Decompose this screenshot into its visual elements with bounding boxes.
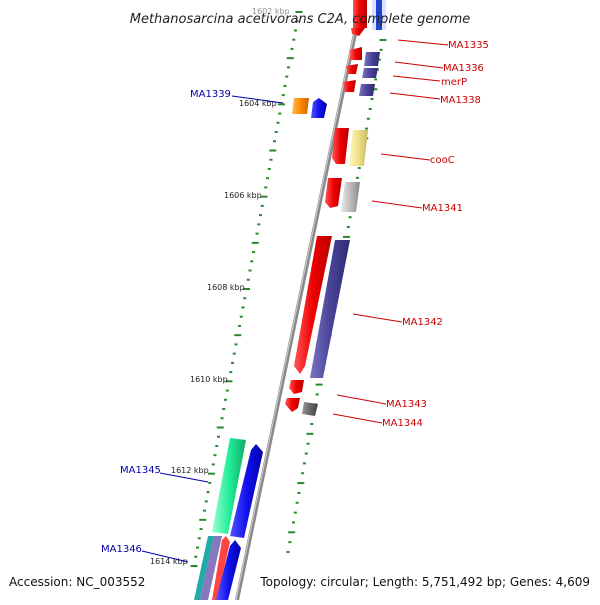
cds-feature[interactable] xyxy=(292,98,309,114)
cds-feature[interactable] xyxy=(294,236,332,374)
gene-label-ma1336[interactable]: MA1336 xyxy=(443,63,484,74)
gene-label-ma1343[interactable]: MA1343 xyxy=(386,399,427,410)
cds-feature[interactable] xyxy=(332,128,349,164)
kbp-label-1602: 1602 kbp xyxy=(252,7,290,16)
genome-backbone-highlight xyxy=(235,0,362,601)
cds-feature[interactable] xyxy=(302,402,318,416)
gene-label-cooc[interactable]: cooC xyxy=(430,155,455,166)
tick-guide-left xyxy=(190,11,303,567)
gene-features xyxy=(194,0,386,600)
cds-feature[interactable] xyxy=(362,68,378,78)
cds-feature[interactable] xyxy=(310,240,350,378)
label-connectors xyxy=(141,39,449,563)
cds-feature[interactable] xyxy=(353,0,367,28)
kbp-label-1614: 1614 kbp xyxy=(150,557,188,566)
gene-label-ma1345[interactable]: MA1345 xyxy=(120,465,161,476)
kbp-label-1604: 1604 kbp xyxy=(239,99,277,108)
gene-label-ma1342[interactable]: MA1342 xyxy=(402,317,443,328)
cds-feature[interactable] xyxy=(346,64,358,74)
cds-feature[interactable] xyxy=(341,182,360,212)
cds-feature[interactable] xyxy=(212,536,230,600)
cds-feature[interactable] xyxy=(343,80,356,92)
gene-label-ma1338[interactable]: MA1338 xyxy=(440,95,481,106)
cds-feature[interactable] xyxy=(230,444,263,538)
kbp-label-1610: 1610 kbp xyxy=(190,375,228,384)
cds-feature[interactable] xyxy=(200,536,222,600)
cds-feature[interactable] xyxy=(376,0,382,30)
cds-feature[interactable] xyxy=(325,178,342,208)
cds-feature[interactable] xyxy=(289,380,304,394)
cds-feature[interactable] xyxy=(364,52,380,66)
gene-label-ma1346[interactable]: MA1346 xyxy=(101,544,142,555)
cds-feature[interactable] xyxy=(285,398,300,412)
cds-feature[interactable] xyxy=(212,438,246,534)
gene-labels: MA1335 MA1336 merP MA1338 MA1339 cooC MA… xyxy=(101,40,489,555)
kbp-label-1608: 1608 kbp xyxy=(207,283,245,292)
gene-label-ma1339[interactable]: MA1339 xyxy=(190,89,231,100)
kbp-labels: 1602 kbp 1604 kbp 1606 kbp 1608 kbp 1610… xyxy=(150,7,290,566)
topology-text: Topology: circular; Length: 5,751,492 bp… xyxy=(259,575,590,589)
cds-feature[interactable] xyxy=(350,47,362,60)
gene-label-ma1344[interactable]: MA1344 xyxy=(382,418,423,429)
kbp-label-1606: 1606 kbp xyxy=(224,191,262,200)
map-title: Methanosarcina acetivorans C2A, complete… xyxy=(130,12,471,27)
cds-feature[interactable] xyxy=(359,84,375,96)
accession-text: Accession: NC_003552 xyxy=(9,575,145,589)
cds-feature[interactable] xyxy=(349,130,368,166)
gene-label-ma1335[interactable]: MA1335 xyxy=(448,40,489,51)
genome-backbone xyxy=(235,0,364,601)
cds-feature[interactable] xyxy=(351,28,365,36)
kbp-label-1612: 1612 kbp xyxy=(171,466,209,475)
cds-feature[interactable] xyxy=(311,98,327,118)
cds-feature[interactable] xyxy=(216,540,241,600)
cds-feature[interactable] xyxy=(194,536,214,600)
gene-label-merp[interactable]: merP xyxy=(441,77,467,88)
gene-label-ma1341[interactable]: MA1341 xyxy=(422,203,463,214)
